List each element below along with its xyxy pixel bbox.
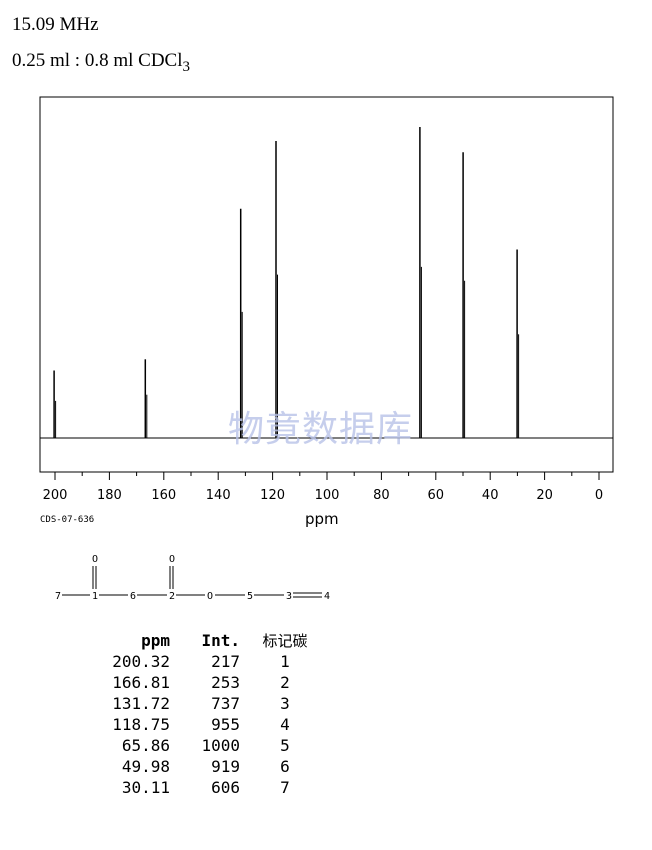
x-tick-label: 120 — [260, 488, 285, 503]
atom-label: 7 — [55, 591, 61, 602]
x-tick-label: 100 — [315, 488, 340, 503]
cell-intensity: 955 — [211, 715, 240, 734]
watermark: 物竟数据库 — [228, 409, 414, 450]
cell-ppm: 166.81 — [112, 673, 170, 692]
peak-table: ppm Int. 标记碳 200.32 217 1 166.81 253 2 1… — [100, 630, 330, 798]
x-tick-label: 200 — [43, 488, 68, 503]
cell-intensity: 919 — [211, 757, 240, 776]
spectrum-code: CDS-07-636 — [40, 515, 95, 525]
header-carbon-label: 标记碳 — [262, 632, 308, 650]
x-tick-label: 140 — [206, 488, 231, 503]
cell-intensity: 253 — [211, 673, 240, 692]
atom-label: O — [207, 591, 213, 602]
cell-ppm: 49.98 — [121, 757, 170, 776]
cell-ppm: 118.75 — [112, 715, 170, 734]
spectrometer-frequency: 15.09 MHz — [12, 14, 99, 35]
carbonyl-oxygen-label: O — [169, 554, 175, 565]
peaks-group — [53, 127, 520, 438]
atom-label: 3 — [286, 591, 292, 602]
atom-label: 1 — [92, 591, 98, 602]
x-tick-label: 180 — [97, 488, 122, 503]
table-row: 30.11 606 7 — [100, 777, 330, 798]
atom-label: 2 — [169, 591, 175, 602]
cell-intensity: 1000 — [201, 736, 240, 755]
cell-carbon: 1 — [280, 652, 290, 671]
table-row: 166.81 253 2 — [100, 672, 330, 693]
table-row: 118.75 955 4 — [100, 714, 330, 735]
molecule-structure: 7 1 6 2 O 5 3 4 O O — [55, 554, 330, 602]
table-row: 65.86 1000 5 — [100, 735, 330, 756]
cell-carbon: 3 — [280, 694, 290, 713]
cell-carbon: 5 — [280, 736, 290, 755]
carbonyl-oxygen-label: O — [92, 554, 98, 565]
solvent-subscript: 3 — [182, 58, 191, 75]
cell-intensity: 606 — [211, 778, 240, 797]
solvent-info: 0.25 ml : 0.8 ml CDCl3 — [12, 50, 190, 76]
x-tick-label: 60 — [428, 488, 445, 503]
x-tick-label: 0 — [595, 488, 603, 503]
cell-ppm: 65.86 — [121, 736, 170, 755]
cell-carbon: 6 — [280, 757, 290, 776]
solvent-text: 0.25 ml : 0.8 ml CDCl — [12, 50, 183, 71]
atom-label: 6 — [130, 591, 136, 602]
cell-carbon: 4 — [280, 715, 290, 734]
x-axis-label: ppm — [305, 510, 339, 528]
table-row: 49.98 919 6 — [100, 756, 330, 777]
cell-carbon: 2 — [280, 673, 290, 692]
x-tick-label: 160 — [151, 488, 176, 503]
cell-ppm: 30.11 — [121, 778, 170, 797]
x-axis-ticks: 200 180 160 140 120 100 80 60 40 20 0 — [43, 472, 603, 503]
cell-intensity: 217 — [211, 652, 240, 671]
x-tick-label: 20 — [536, 488, 553, 503]
cell-carbon: 7 — [280, 778, 290, 797]
table-row: 200.32 217 1 — [100, 651, 330, 672]
atom-label: 5 — [247, 591, 253, 602]
x-tick-label: 80 — [373, 488, 390, 503]
header-ppm: ppm — [141, 631, 170, 650]
cell-intensity: 737 — [211, 694, 240, 713]
table-row: 131.72 737 3 — [100, 693, 330, 714]
header-intensity: Int. — [201, 631, 240, 650]
atom-label: 4 — [324, 591, 330, 602]
x-tick-label: 40 — [482, 488, 499, 503]
cell-ppm: 200.32 — [112, 652, 170, 671]
cell-ppm: 131.72 — [112, 694, 170, 713]
table-header-row: ppm Int. 标记碳 — [100, 630, 330, 651]
